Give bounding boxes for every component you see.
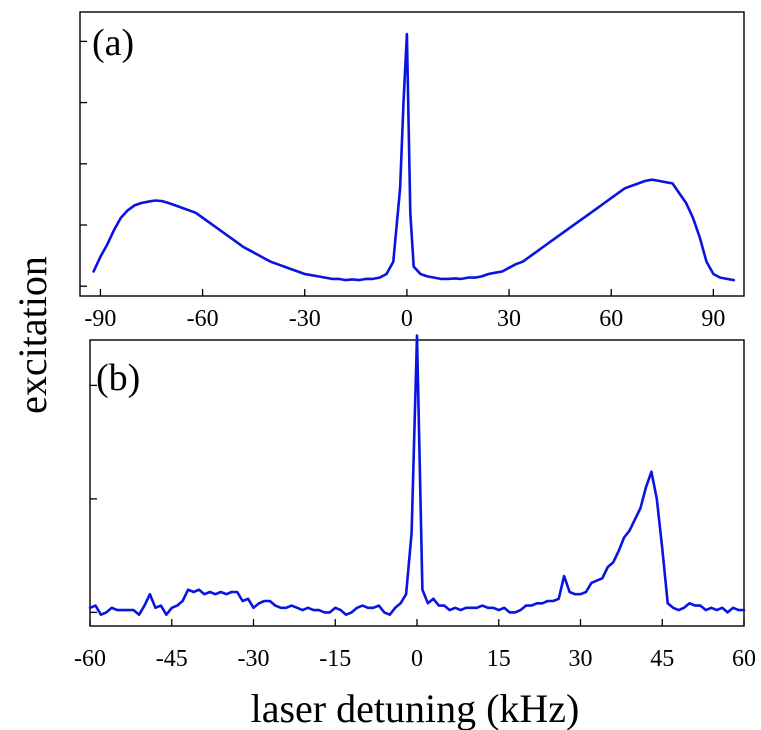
panel-b: -60 -45 -30 -15 0 15 30 45 60 (b) bbox=[74, 334, 756, 672]
panel-a-frame bbox=[79, 11, 745, 297]
panel-a-x-tick-label: 60 bbox=[599, 306, 623, 332]
panel-b-x-tick-labels: -60 -45 -30 -15 0 15 30 45 60 bbox=[74, 646, 756, 672]
panel-a-x-tick-label: -90 bbox=[84, 306, 116, 332]
panel-b-x-tick-label: 30 bbox=[569, 646, 593, 672]
panel-b-x-tick-label: -45 bbox=[156, 646, 188, 672]
x-axis-title: laser detuning (kHz) bbox=[251, 686, 580, 730]
panel-a-x-tick-label: 0 bbox=[401, 306, 413, 332]
panel-a-x-ticks bbox=[99, 289, 715, 296]
panel-b-series-line bbox=[88, 334, 746, 616]
y-axis-title: excitation bbox=[10, 256, 55, 414]
panel-b-x-tick-label: -60 bbox=[74, 646, 106, 672]
panel-a-series-line bbox=[92, 32, 736, 282]
panel-a-label: (a) bbox=[92, 22, 134, 64]
panel-a-x-tick-label: 90 bbox=[701, 306, 725, 332]
panel-a-x-tick-label: -60 bbox=[187, 306, 219, 332]
panel-b-x-tick-label: 60 bbox=[732, 646, 756, 672]
panel-b-x-tick-label: 0 bbox=[411, 646, 423, 672]
panel-a: -90 -60 -30 0 30 60 90 (a) bbox=[79, 11, 745, 332]
panel-b-x-ticks bbox=[89, 619, 745, 626]
panel-a-x-tick-label: 30 bbox=[497, 306, 521, 332]
panel-a-x-tick-labels: -90 -60 -30 0 30 60 90 bbox=[84, 306, 725, 332]
panel-b-x-tick-label: -30 bbox=[238, 646, 270, 672]
panel-a-x-tick-label: -30 bbox=[289, 306, 321, 332]
panel-b-y-ticks bbox=[90, 384, 97, 614]
panel-b-label: (b) bbox=[96, 357, 140, 399]
panel-b-x-tick-label: -15 bbox=[319, 646, 351, 672]
panel-b-x-tick-label: 15 bbox=[487, 646, 511, 672]
panel-a-y-ticks bbox=[80, 40, 87, 287]
panel-b-x-tick-label: 45 bbox=[650, 646, 674, 672]
